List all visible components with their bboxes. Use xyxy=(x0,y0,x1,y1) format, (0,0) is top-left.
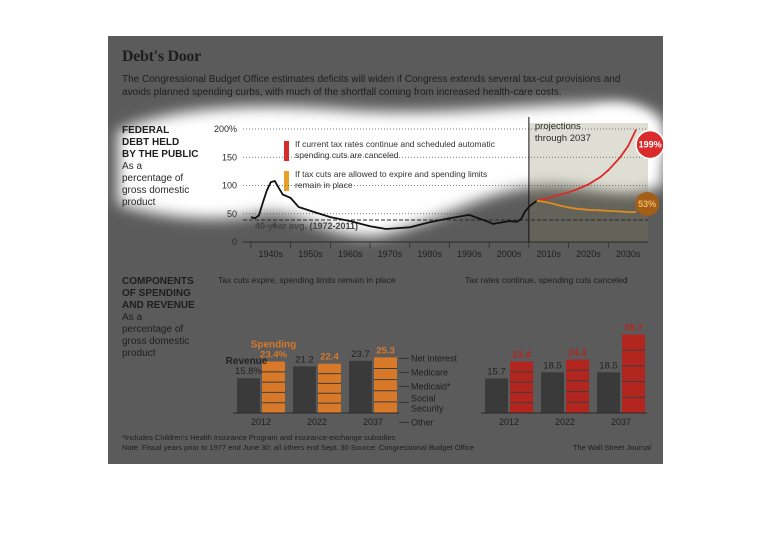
x-tick-label: 2010s xyxy=(536,249,561,259)
component-legend-label: Net interest xyxy=(411,353,458,363)
year-label: 2037 xyxy=(611,417,631,427)
year-label: 2012 xyxy=(499,417,519,427)
x-tick-label: 1980s xyxy=(417,249,442,259)
sub-line: gross domestic xyxy=(122,185,190,196)
sub-line: product xyxy=(122,197,156,208)
historical-debt-line xyxy=(250,179,538,230)
spending-bar xyxy=(318,363,341,413)
end-badge-low xyxy=(635,192,660,217)
sub-line: gross domestic xyxy=(122,336,190,347)
spending-bar xyxy=(374,357,397,413)
spending-callout: Spending xyxy=(251,340,297,351)
year-label: 2022 xyxy=(307,417,327,427)
spending-value-label: 22.4 xyxy=(320,352,339,363)
heading-line: BY THE PUBLIC xyxy=(122,149,199,160)
y-tick-label: 200% xyxy=(214,124,237,134)
heading-line: AND REVENUE xyxy=(122,300,195,311)
x-tick-label: 2020s xyxy=(576,249,601,259)
footnote-2: Note: Fiscal years prior to 1977 end Jun… xyxy=(122,443,475,452)
y-tick-label: 150 xyxy=(222,152,237,162)
heading-line: OF SPENDING xyxy=(122,288,191,299)
left-panel-caption: Tax cuts expire, spending limits remain … xyxy=(218,275,396,285)
sub-line: As a xyxy=(122,161,143,172)
spending-value-label: 25.3 xyxy=(376,345,395,356)
right-panel-caption: Tax rates continue, spending cuts cancel… xyxy=(465,275,628,285)
projection-low-line xyxy=(536,199,637,213)
projection-high-line xyxy=(536,129,637,202)
x-tick-label: 2000s xyxy=(497,249,522,259)
y-tick-label: 100 xyxy=(222,181,237,191)
chart-layer: 0 50 100 150 200% 1940s 1950s 1960s 1970s 1980s 19… xyxy=(214,117,663,427)
year-label: 2022 xyxy=(555,417,575,427)
revenue-value-label: 18.5 xyxy=(599,360,618,371)
spending-bar xyxy=(510,361,533,413)
revenue-bar xyxy=(349,360,372,413)
highlight-glow xyxy=(118,102,663,237)
revenue-bar xyxy=(237,378,260,413)
component-legend-label: Other xyxy=(411,417,434,427)
footnote-1: *Includes Children's Health Insurance Pr… xyxy=(122,433,396,442)
revenue-value-label: 18.5 xyxy=(543,360,562,371)
legend-high-text: If current tax rates continue and schedu… xyxy=(295,139,495,160)
component-legend-label: Medicare xyxy=(411,367,448,377)
sub-line: percentage of xyxy=(122,173,184,184)
x-tick-label: 2030s xyxy=(616,249,641,259)
revenue-bar xyxy=(541,372,564,413)
spending-value-label: 23.4% xyxy=(260,350,287,361)
projection-shading xyxy=(528,123,648,242)
year-label: 2012 xyxy=(251,417,271,427)
projection-label: through 2037 xyxy=(535,133,591,144)
sub-line: As a xyxy=(122,312,143,323)
projection-label: projections xyxy=(535,121,581,132)
average-label: 40-year avg. (1972-2011) xyxy=(255,221,358,231)
credit: The Wall Street Journal xyxy=(572,443,651,452)
sub-line: percentage of xyxy=(122,324,184,335)
revenue-bar xyxy=(597,372,620,413)
end-badge-high xyxy=(635,129,663,160)
revenue-value-label: 23.7 xyxy=(351,349,370,360)
legend-swatch-red xyxy=(284,141,289,161)
spending-bar xyxy=(262,361,285,413)
heading-line: DEBT HELD xyxy=(122,137,180,148)
legend-low-text: If tax cuts are allowed to expire and sp… xyxy=(295,169,488,190)
x-tick-label: 1950s xyxy=(298,249,323,259)
x-tick-label: 1940s xyxy=(259,249,284,259)
legend-high: If current tax rates continue and schedu… xyxy=(284,139,505,161)
revenue-callout: Revenue xyxy=(226,356,268,367)
end-label-low: 53% xyxy=(638,199,656,209)
chart-title: Debt's Door xyxy=(122,48,201,65)
y-tick-label: 0 xyxy=(232,237,237,247)
legend-swatch-orange xyxy=(284,171,289,191)
debt-heading: FEDERAL DEBT HELD BY THE PUBLIC As a per… xyxy=(122,125,232,209)
year-label: 2037 xyxy=(363,417,383,427)
heading-line: COMPONENTS xyxy=(122,276,194,287)
x-tick-label: 1970s xyxy=(378,249,403,259)
component-legend-label: Medicaid* xyxy=(411,381,451,391)
revenue-value-label: 21.2 xyxy=(295,354,314,365)
chart-subtitle: The Congressional Budget Office estimate… xyxy=(122,74,621,98)
components-heading: COMPONENTS OF SPENDING AND REVENUE As a … xyxy=(122,276,222,360)
revenue-value-label: 15.8% xyxy=(235,366,262,377)
debts-door-graphic: Debt's Door The Congressional Budget Off… xyxy=(108,36,663,464)
spending-value-label: 24.3 xyxy=(568,348,587,359)
revenue-bar xyxy=(293,366,316,413)
legend-low: If tax cuts are allowed to expire and sp… xyxy=(284,169,505,191)
component-legend-label: Social xyxy=(411,393,436,403)
x-tick-label: 1990s xyxy=(457,249,482,259)
x-tick-label: 1960s xyxy=(338,249,363,259)
y-tick-label: 50 xyxy=(227,209,237,219)
revenue-bar xyxy=(485,378,508,413)
spending-value-label: 35.7 xyxy=(624,322,643,333)
spending-bar xyxy=(622,334,645,413)
end-label-high: 199% xyxy=(639,140,662,150)
spending-value-label: 23.4 xyxy=(512,350,531,361)
average-arrow xyxy=(271,221,278,227)
revenue-value-label: 15.7 xyxy=(487,366,506,377)
footnotes: *Includes Children's Health Insurance Pr… xyxy=(122,433,474,453)
spending-bar xyxy=(566,359,589,413)
heading-line: FEDERAL xyxy=(122,125,170,136)
sub-line: product xyxy=(122,348,156,359)
component-legend-label: Security xyxy=(411,403,444,413)
